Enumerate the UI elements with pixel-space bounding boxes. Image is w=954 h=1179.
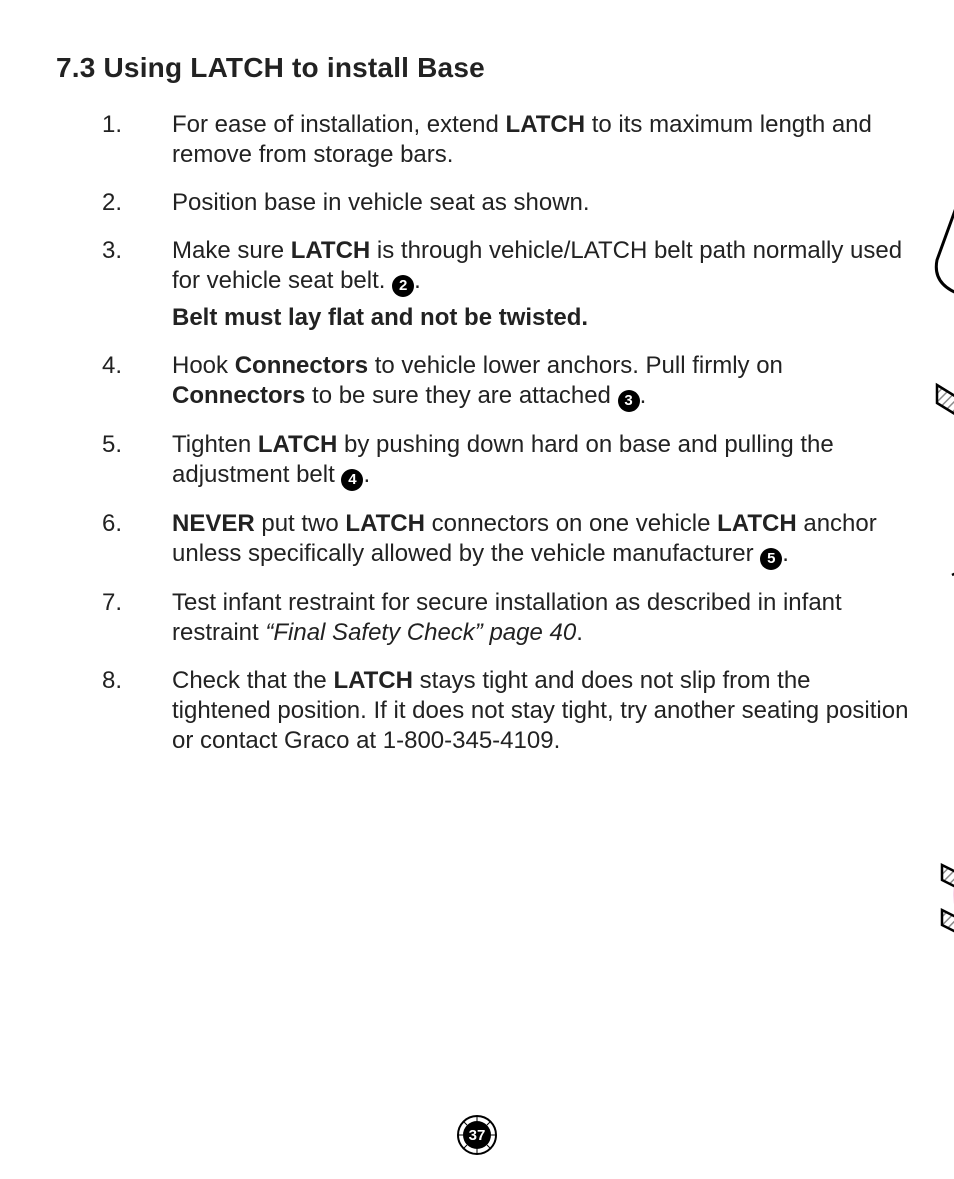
step-text: Check that the — [172, 667, 333, 694]
step-text: Make sure — [172, 237, 291, 264]
reference-badge-5: 5 — [760, 548, 782, 570]
step-item: For ease of installation, extend LATCH t… — [102, 110, 912, 170]
figure-illustration-2 — [922, 110, 954, 335]
step-item: Make sure LATCH is through vehicle/LATCH… — [102, 236, 912, 333]
step-text: Hook — [172, 352, 235, 379]
step-text: NEVER — [172, 510, 255, 537]
figure-illustration-5 — [932, 790, 954, 990]
step-item: Tighten LATCH by pushing down hard on ba… — [102, 430, 912, 491]
step-item: NEVER put two LATCH connectors on one ve… — [102, 509, 912, 570]
step-text: LATCH — [333, 667, 413, 694]
figure-3: 3 — [932, 355, 954, 515]
step-text: Connectors — [172, 382, 305, 409]
step-text: connectors on one vehicle — [425, 510, 717, 537]
page-number-badge: 37 — [457, 1115, 497, 1155]
step-text: “Final Safety Check” page 40 — [265, 619, 576, 646]
step-text: LATCH — [345, 510, 425, 537]
step-text: Connectors — [235, 352, 368, 379]
reference-badge-4: 4 — [341, 469, 363, 491]
figure-illustration-4 — [932, 545, 954, 770]
step-text: LATCH — [506, 111, 586, 138]
step-text: . — [576, 619, 583, 646]
figure-5: 5 — [932, 790, 954, 990]
reference-badge-3: 3 — [618, 390, 640, 412]
step-item: Hook Connectors to vehicle lower anchors… — [102, 351, 912, 412]
step-text: to be sure they are attached — [305, 382, 617, 409]
step-text: to vehicle lower anchors. Pull firmly on — [368, 352, 783, 379]
figure-illustration-3 — [932, 355, 954, 515]
step-text: . — [782, 540, 789, 567]
step-text: For ease of installation, extend — [172, 111, 506, 138]
step-text: Tighten — [172, 431, 258, 458]
step-text: LATCH — [258, 431, 338, 458]
step-text: . — [414, 267, 421, 294]
step-text: Position base in vehicle seat as shown. — [172, 189, 590, 216]
page-number: 37 — [457, 1115, 497, 1155]
step-warning: Belt must lay flat and not be twisted. — [172, 303, 912, 333]
figure-4: 4 — [932, 545, 954, 770]
step-text: put two — [255, 510, 346, 537]
figure-2: 2 — [922, 110, 954, 335]
step-text: . — [363, 461, 370, 488]
section-heading: 7.3 Using LATCH to install Base — [56, 52, 898, 84]
content-columns: For ease of installation, extend LATCH t… — [56, 110, 898, 774]
step-item: Check that the LATCH stays tight and doe… — [102, 666, 912, 756]
step-item: Test infant restraint for secure install… — [102, 588, 912, 648]
instructions-column: For ease of installation, extend LATCH t… — [56, 110, 912, 774]
step-text: . — [640, 382, 647, 409]
steps-list: For ease of installation, extend LATCH t… — [102, 110, 912, 756]
step-text: LATCH — [717, 510, 797, 537]
step-text: LATCH — [291, 237, 371, 264]
step-item: Position base in vehicle seat as shown. — [102, 188, 912, 218]
reference-badge-2: 2 — [392, 275, 414, 297]
